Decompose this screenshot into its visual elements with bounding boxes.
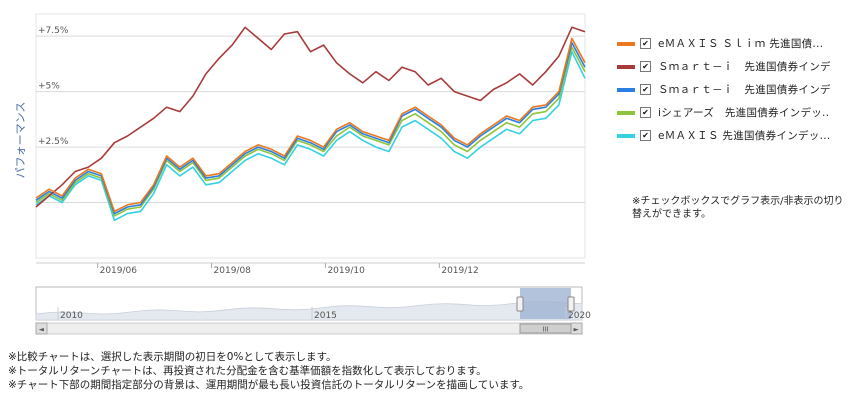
navigator-year-label: 2015 bbox=[314, 311, 337, 321]
legend-checkbox[interactable]: ✔ bbox=[640, 38, 651, 49]
series-line bbox=[35, 41, 586, 215]
y-tick-label: +2.5% bbox=[38, 137, 69, 147]
series-line bbox=[35, 37, 586, 213]
navigator-overview bbox=[35, 301, 583, 321]
legend-swatch bbox=[617, 41, 635, 46]
legend-label: eＭＡＸＩＳ Ｓｌｉｍ 先進国債... bbox=[658, 38, 824, 50]
y-tick-label: +7.5% bbox=[38, 26, 69, 36]
scroll-left-icon: ◄ bbox=[39, 326, 45, 334]
y-axis-label: パフォーマンス bbox=[14, 102, 27, 179]
legend-item-emaxis-slim[interactable]: ✔ eＭＡＸＩＳ Ｓｌｉｍ 先進国債... bbox=[617, 32, 847, 55]
legend-checkbox[interactable]: ✔ bbox=[640, 130, 651, 141]
legend-swatch bbox=[617, 87, 635, 92]
navigator-handle bbox=[516, 296, 524, 312]
legend-item-emaxis[interactable]: ✔ eＭＡＸＩＳ 先進国債券インデッ... bbox=[617, 124, 847, 147]
y-tick-label: +5% bbox=[38, 82, 60, 92]
navigator-year-label: 2010 bbox=[60, 311, 83, 321]
footnote: ※比較チャートは、選択した表示期間の初日を0%として表示します。 bbox=[8, 351, 337, 363]
navigator-year-label: 2020 bbox=[568, 311, 591, 321]
legend-label: Ｓｍａｒｔ－ｉ 先進国債券インデ... bbox=[658, 61, 830, 73]
navigator-handle bbox=[567, 296, 575, 312]
series-line bbox=[35, 46, 586, 217]
legend-label: eＭＡＸＩＳ 先進国債券インデッ... bbox=[658, 130, 830, 142]
series-line bbox=[35, 50, 586, 222]
series-line bbox=[35, 26, 586, 208]
legend-checkbox[interactable]: ✔ bbox=[640, 84, 651, 95]
legend-swatch bbox=[617, 110, 635, 115]
legend-checkbox[interactable]: ✔ bbox=[640, 61, 651, 72]
legend-swatch bbox=[617, 64, 635, 69]
scroll-right-icon: ► bbox=[574, 326, 580, 334]
legend-item-ishares[interactable]: ✔ iシェアーズ 先進国債券インデッ... bbox=[617, 101, 847, 124]
legend-label: iシェアーズ 先進国債券インデッ... bbox=[658, 107, 830, 119]
x-tick-label: 2019/12 bbox=[441, 266, 478, 276]
checkbox-note: ※チェックボックスでグラフ表示/非表示の切り替えができます。 bbox=[632, 196, 844, 220]
comparison-chart: +2.5% +5% +7.5% パフォーマンス 2019/06 2019/08 2019/1… bbox=[14, 13, 591, 335]
footnotes: ※比較チャートは、選択した表示期間の初日を0%として表示します。 ※トータルリタ… bbox=[8, 350, 848, 392]
legend-label: Ｓｍａｒｔ－ｉ 先進国債券インデ... bbox=[658, 84, 830, 96]
x-tick-label: 2019/06 bbox=[100, 266, 138, 276]
scrollbar-track bbox=[35, 322, 583, 335]
legend-swatch bbox=[617, 133, 635, 138]
legend: ✔ eＭＡＸＩＳ Ｓｌｉｍ 先進国債... ✔ Ｓｍａｒｔ－ｉ 先進国債券インデ… bbox=[617, 32, 847, 147]
legend-item-smart-i-a[interactable]: ✔ Ｓｍａｒｔ－ｉ 先進国債券インデ... bbox=[617, 55, 847, 78]
footnote: ※トータルリターンチャートは、再投資された分配金を含む基準価額を指数化して表示し… bbox=[8, 365, 487, 377]
legend-item-smart-i-b[interactable]: ✔ Ｓｍａｒｔ－ｉ 先進国債券インデ... bbox=[617, 78, 847, 101]
navigator-selection bbox=[520, 288, 571, 319]
scrollbar-grip-icon: III bbox=[542, 326, 548, 334]
plot-area bbox=[35, 13, 586, 259]
scrollbar-left-button[interactable] bbox=[35, 322, 48, 335]
x-tick-label: 2019/10 bbox=[327, 266, 365, 276]
x-tick-label: 2019/08 bbox=[214, 266, 252, 276]
legend-checkbox[interactable]: ✔ bbox=[640, 107, 651, 118]
footnote: ※チャート下部の期間指定部分の背景は、運用期間が最も長い投資信託のトータルリター… bbox=[8, 379, 530, 391]
chart-svg: +2.5% +5% +7.5% パフォーマンス 2019/06 2019/08 2019/1… bbox=[14, 13, 591, 335]
scrollbar-thumb[interactable] bbox=[519, 323, 572, 334]
